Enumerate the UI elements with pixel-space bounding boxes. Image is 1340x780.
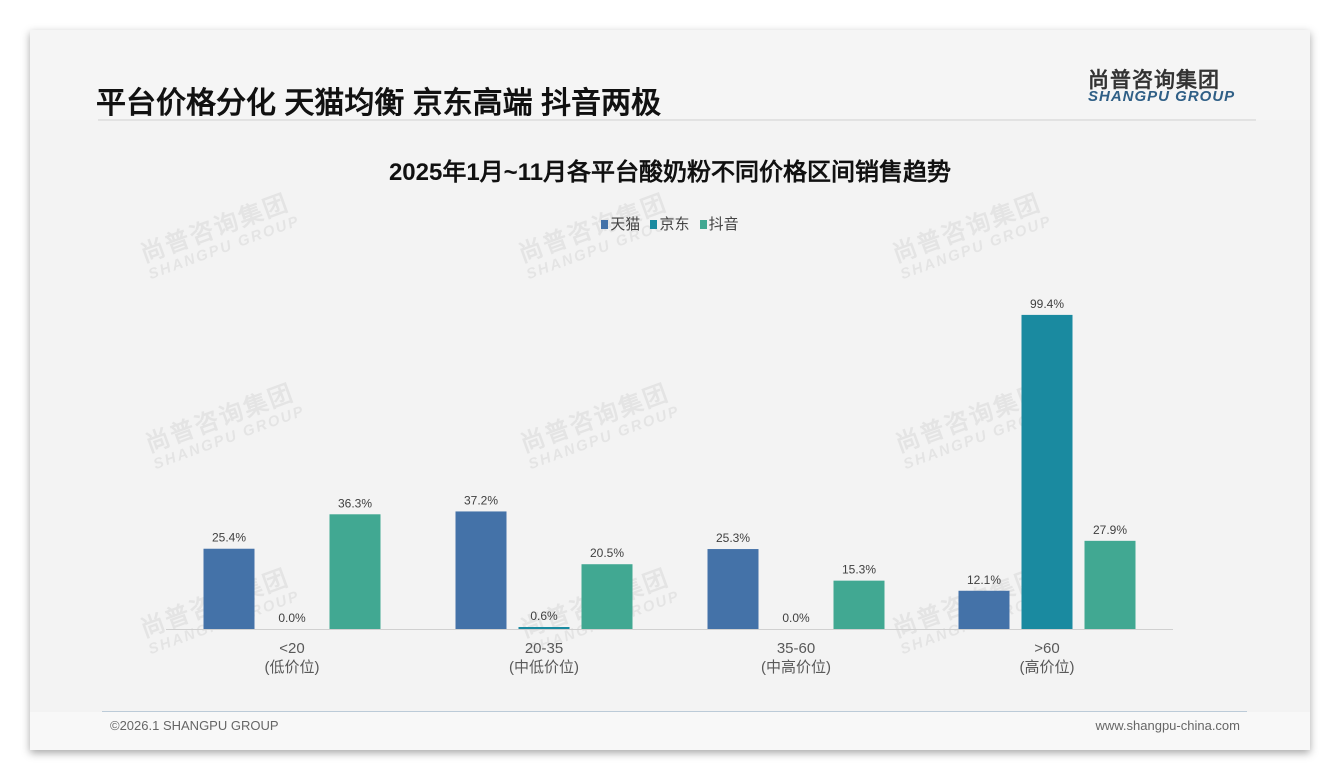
data-label: 0.6% [530, 609, 558, 623]
bar-1-1 [518, 627, 570, 629]
data-label: 0.0% [278, 611, 306, 625]
data-label: 99.4% [1030, 297, 1064, 311]
footer-divider [102, 711, 1247, 712]
bar-0-3 [958, 590, 1010, 629]
x-tick-label: >60 [1034, 640, 1059, 657]
slide: 平台价格分化 天猫均衡 京东高端 抖音两极 尚普咨询集团 SHANGPU GRO… [30, 30, 1310, 750]
bar-2-1 [581, 564, 633, 629]
data-label: 37.2% [464, 493, 498, 507]
footer [30, 712, 1310, 750]
data-label: 36.3% [338, 496, 372, 510]
x-tick-label: <20 [279, 640, 304, 657]
legend-label: 京东 [659, 216, 690, 233]
bar-2-3 [1084, 540, 1136, 629]
legend-swatch [601, 220, 609, 229]
legend-item-douyin: 抖音 [699, 216, 739, 233]
x-tick-label: 35-60 [777, 640, 815, 657]
bar-0-1 [455, 511, 507, 629]
data-label: 27.9% [1093, 523, 1127, 537]
bar-2-0 [329, 514, 381, 629]
x-tick-label: (中低价位) [509, 659, 579, 676]
header-divider [98, 119, 1256, 121]
logo-en: SHANGPU GROUP [1088, 88, 1236, 105]
copyright: ©2026.1 SHANGPU GROUP [110, 718, 279, 733]
x-tick-label: 20-35 [525, 640, 563, 657]
legend-swatch [650, 220, 658, 229]
legend-label: 抖音 [708, 216, 739, 233]
website-link[interactable]: www.shangpu-china.com [1095, 718, 1240, 733]
legend-item-jd: 京东 [650, 216, 690, 233]
x-tick-label: (低价位) [265, 659, 320, 676]
bar-2-2 [833, 580, 885, 629]
bar-0-2 [707, 549, 759, 629]
legend-label: 天猫 [610, 216, 641, 233]
chart-title: 2025年1月~11月各平台酸奶粉不同价格区间销售趋势 [388, 159, 952, 186]
x-tick-label: (中高价位) [761, 659, 831, 676]
legend: 天猫 京东 抖音 [30, 213, 1310, 234]
data-label: 25.3% [716, 531, 750, 545]
header-area [30, 30, 1310, 120]
page-title: 平台价格分化 天猫均衡 京东高端 抖音两极 [96, 87, 662, 120]
data-label: 20.5% [590, 546, 624, 560]
logo-cn: 尚普咨询集团 [1088, 69, 1220, 92]
data-label: 25.4% [212, 531, 246, 545]
data-label: 0.0% [782, 611, 810, 625]
data-label: 15.3% [842, 563, 876, 577]
data-label: 12.1% [967, 573, 1001, 587]
legend-swatch [699, 220, 707, 229]
bar-1-3 [1021, 314, 1073, 629]
bar-0-0 [203, 548, 255, 629]
legend-item-tmall: 天猫 [601, 216, 640, 233]
bar-chart: 25.4% 0.0% 36.3% <20 (低价位) 37.2% 0.6% 20.5% 20-3… [166, 297, 1173, 676]
x-tick-label: (高价位) [1020, 659, 1075, 676]
